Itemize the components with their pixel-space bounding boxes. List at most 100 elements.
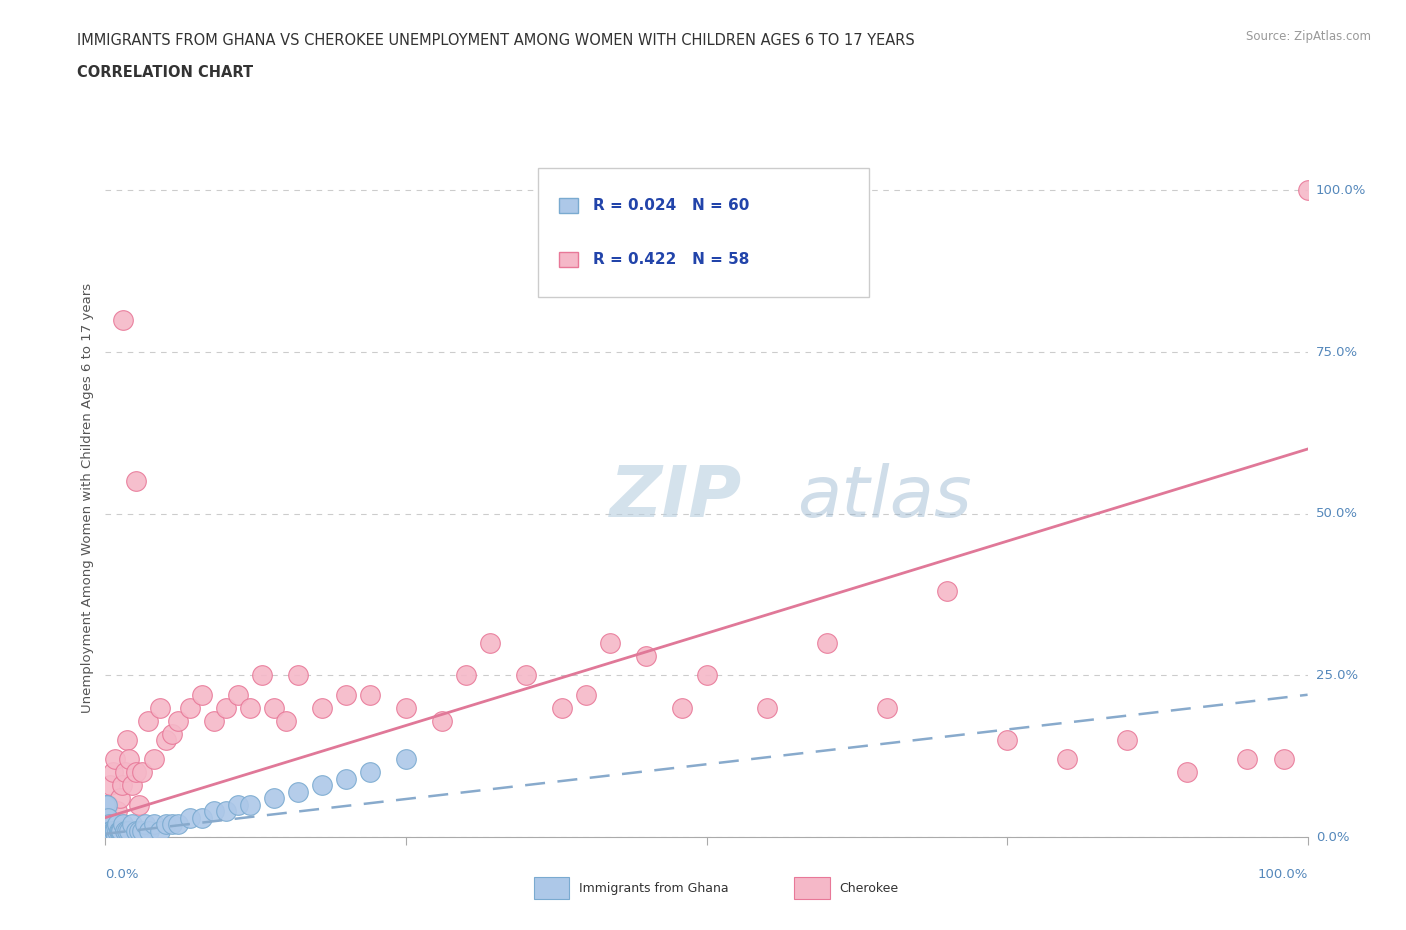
Point (107, 823, 129, 838)
Point (395, 700, 418, 715)
Point (515, 668, 537, 683)
Point (107, 823, 129, 838)
Point (124, 823, 146, 838)
Point (96, 810, 118, 825)
Text: CORRELATION CHART: CORRELATION CHART (77, 65, 253, 80)
Point (104, 823, 127, 838)
Point (115, 823, 138, 838)
Point (226, 687, 249, 702)
Point (551, 700, 574, 715)
Text: R = 0.024   N = 60: R = 0.024 N = 60 (593, 198, 749, 213)
Point (142, 817, 165, 831)
Point (100, 830, 122, 844)
Point (114, 764, 136, 779)
Point (335, 687, 357, 702)
Point (155, 733, 177, 748)
Text: R = 0.422   N = 58: R = 0.422 N = 58 (593, 252, 749, 267)
Point (103, 823, 125, 838)
Text: Cherokee: Cherokee (839, 882, 898, 895)
Point (214, 804, 236, 818)
Point (239, 700, 262, 715)
Point (1272, 752, 1295, 767)
Text: 100.0%: 100.0% (1316, 184, 1367, 197)
Point (148, 700, 170, 715)
Point (131, 823, 153, 838)
Point (101, 823, 124, 838)
Point (575, 687, 598, 702)
Point (239, 797, 262, 812)
Point (1236, 752, 1258, 767)
Point (876, 700, 898, 715)
Point (214, 700, 236, 715)
Point (202, 713, 225, 728)
Point (128, 797, 150, 812)
Point (98, 823, 121, 838)
Point (94, 797, 117, 812)
Point (97, 823, 120, 838)
Point (636, 648, 658, 663)
Point (287, 784, 309, 799)
Y-axis label: Unemployment Among Women with Children Ages 6 to 17 years: Unemployment Among Women with Children A… (82, 283, 94, 712)
Bar (558, 198, 578, 213)
Text: Immigrants from Ghana: Immigrants from Ghana (579, 882, 728, 895)
Point (142, 752, 165, 767)
Point (138, 823, 160, 838)
Point (114, 823, 136, 838)
Point (98, 830, 121, 844)
Text: 100.0%: 100.0% (1257, 868, 1308, 881)
Point (190, 687, 212, 702)
Point (287, 668, 309, 683)
Point (96, 830, 118, 844)
Text: ZIP: ZIP (610, 463, 742, 532)
Point (94, 830, 117, 844)
Point (94, 823, 117, 838)
Point (250, 668, 273, 683)
Point (94, 830, 117, 844)
Point (112, 817, 135, 831)
Point (671, 700, 693, 715)
Point (124, 764, 146, 779)
Text: 0.0%: 0.0% (105, 868, 139, 881)
Point (160, 817, 183, 831)
Point (97, 810, 120, 825)
Point (115, 733, 138, 748)
Point (97, 797, 120, 812)
Point (155, 817, 177, 831)
Point (108, 790, 131, 805)
Point (98, 830, 121, 844)
Point (105, 830, 128, 844)
Point (131, 764, 153, 779)
Point (100, 823, 122, 838)
Point (97, 830, 120, 844)
Point (98, 777, 121, 792)
Point (311, 700, 333, 715)
Point (166, 817, 188, 831)
Point (124, 474, 146, 489)
Text: 25.0%: 25.0% (1316, 669, 1358, 682)
Point (136, 713, 159, 728)
Point (263, 700, 285, 715)
Point (111, 777, 134, 792)
Point (94, 817, 117, 831)
Point (98, 823, 121, 838)
Point (335, 771, 357, 786)
Point (96, 823, 118, 838)
Point (1056, 752, 1078, 767)
Point (755, 700, 778, 715)
Point (815, 635, 838, 650)
Point (121, 817, 143, 831)
Point (696, 668, 718, 683)
Point (202, 804, 225, 818)
Point (311, 777, 333, 792)
Text: 0.0%: 0.0% (1316, 830, 1350, 844)
Point (160, 726, 183, 741)
Point (98, 817, 121, 831)
Bar (558, 252, 578, 267)
Point (1296, 183, 1319, 198)
Text: 75.0%: 75.0% (1316, 346, 1358, 359)
Point (110, 823, 132, 838)
Point (101, 764, 124, 779)
Point (94, 830, 117, 844)
Point (134, 817, 156, 831)
Point (359, 687, 381, 702)
